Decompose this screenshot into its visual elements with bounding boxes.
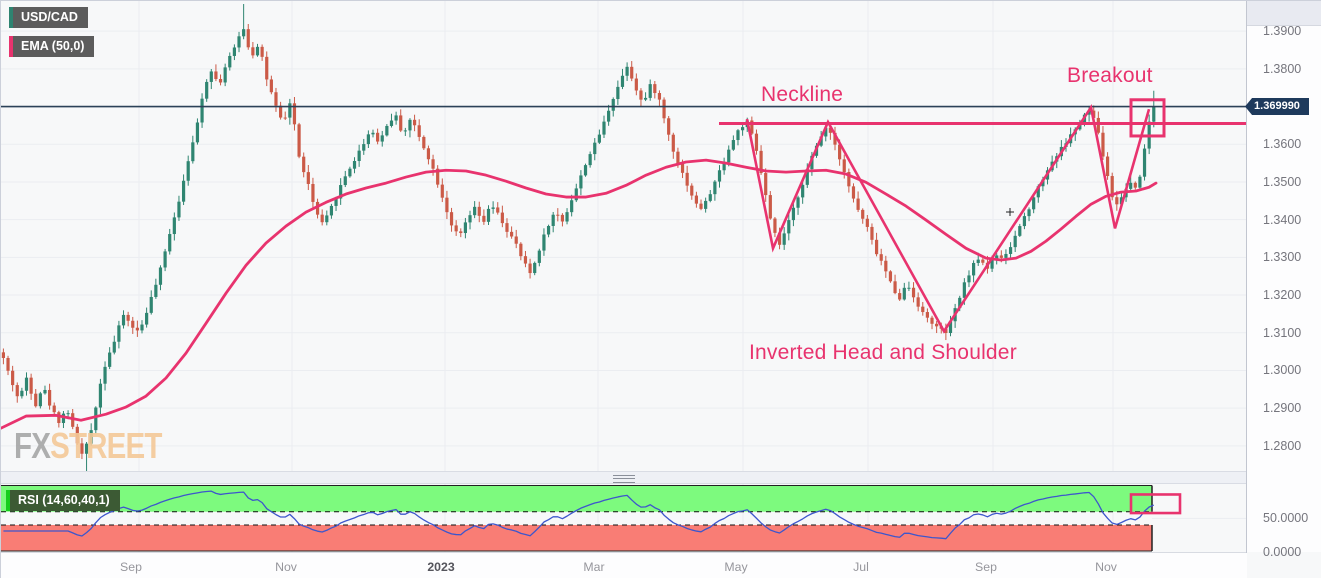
price-tick-label: 1.3000 <box>1263 363 1302 378</box>
breakout-box-price[interactable] <box>1129 98 1166 138</box>
rsi-bottom-border <box>1 552 1247 553</box>
time-axis-label: Mar <box>583 560 605 574</box>
price-tick-label: 1.3800 <box>1263 61 1302 76</box>
candlesticks <box>1 4 1156 471</box>
rsi-line <box>3 490 1155 540</box>
rsi-badge[interactable]: RSI (14,60,40,1) <box>6 490 120 511</box>
time-axis-label: Nov <box>1095 560 1117 574</box>
ema-line[interactable] <box>1 158 1158 430</box>
watermark-fx: FX <box>14 425 51 466</box>
current-price-badge: 1.369990 <box>1245 98 1309 115</box>
rsi-badge-stripe <box>6 490 10 511</box>
symbol-badge[interactable]: USD/CAD <box>9 7 88 28</box>
rsi-overbought-zone <box>1 485 1152 512</box>
symbol-badge-stripe <box>9 7 13 28</box>
time-axis-label: 2023 <box>427 560 455 574</box>
inverted-head-shoulder-annotation[interactable]: Inverted Head and Shoulder <box>749 341 1017 364</box>
time-axis-label: Sep <box>975 560 997 574</box>
breakout-annotation[interactable]: Breakout <box>1067 64 1153 87</box>
breakout-box-rsi[interactable] <box>1129 493 1182 515</box>
price-tick-label: 1.3400 <box>1263 212 1302 227</box>
ema-label: EMA (50,0) <box>21 39 85 53</box>
neckline-annotation[interactable]: Neckline <box>761 83 844 106</box>
panel-splitter[interactable] <box>1 471 1247 484</box>
axis-corner <box>1247 1 1321 26</box>
price-tick-label: 1.3300 <box>1263 250 1302 265</box>
rsi-label: RSI (14,60,40,1) <box>18 493 110 507</box>
crosshair-marker <box>1006 208 1014 216</box>
price-chart-canvas[interactable] <box>1 1 1247 471</box>
price-tick-label: 1.3100 <box>1263 325 1302 340</box>
time-axis-label: Nov <box>275 560 297 574</box>
rsi-oversold-zone <box>1 524 1152 552</box>
rsi-tick-label: 0.0000 <box>1263 544 1302 559</box>
fxstreet-watermark: FXSTREET <box>14 425 162 467</box>
watermark-street: STREET <box>50 425 162 466</box>
price-axis[interactable]: 1.3900 1.3800 1.3600 1.3500 1.3400 1.3300 1.32… <box>1247 1 1321 559</box>
splitter-grip-icon <box>613 475 635 483</box>
price-tick-label: 1.3900 <box>1263 24 1302 39</box>
price-tick-label: 1.2800 <box>1263 438 1302 453</box>
rsi-tick-label: 50.0000 <box>1263 511 1309 526</box>
symbol-label: USD/CAD <box>21 10 78 24</box>
time-axis-label: May <box>724 560 748 574</box>
pattern-zigzag[interactable] <box>745 103 1151 334</box>
price-tick-label: 1.3600 <box>1263 137 1302 152</box>
ema-badge[interactable]: EMA (50,0) <box>9 36 95 57</box>
price-tick-label: 1.3200 <box>1263 288 1302 303</box>
time-axis[interactable]: Sep Nov 2023 Mar May Jul Sep Nov <box>1 553 1247 578</box>
price-tick-label: 1.2900 <box>1263 401 1302 416</box>
ema-badge-stripe <box>9 36 13 57</box>
axis-separator <box>1246 1 1247 578</box>
price-tick-label: 1.3500 <box>1263 174 1302 189</box>
rsi-panel-canvas[interactable] <box>1 484 1247 552</box>
time-axis-label: Sep <box>120 560 142 574</box>
time-axis-label: Jul <box>853 560 869 574</box>
